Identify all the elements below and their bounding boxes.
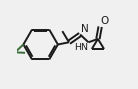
Text: O: O — [101, 16, 109, 26]
Text: HN: HN — [74, 43, 88, 52]
Text: N: N — [81, 24, 88, 34]
